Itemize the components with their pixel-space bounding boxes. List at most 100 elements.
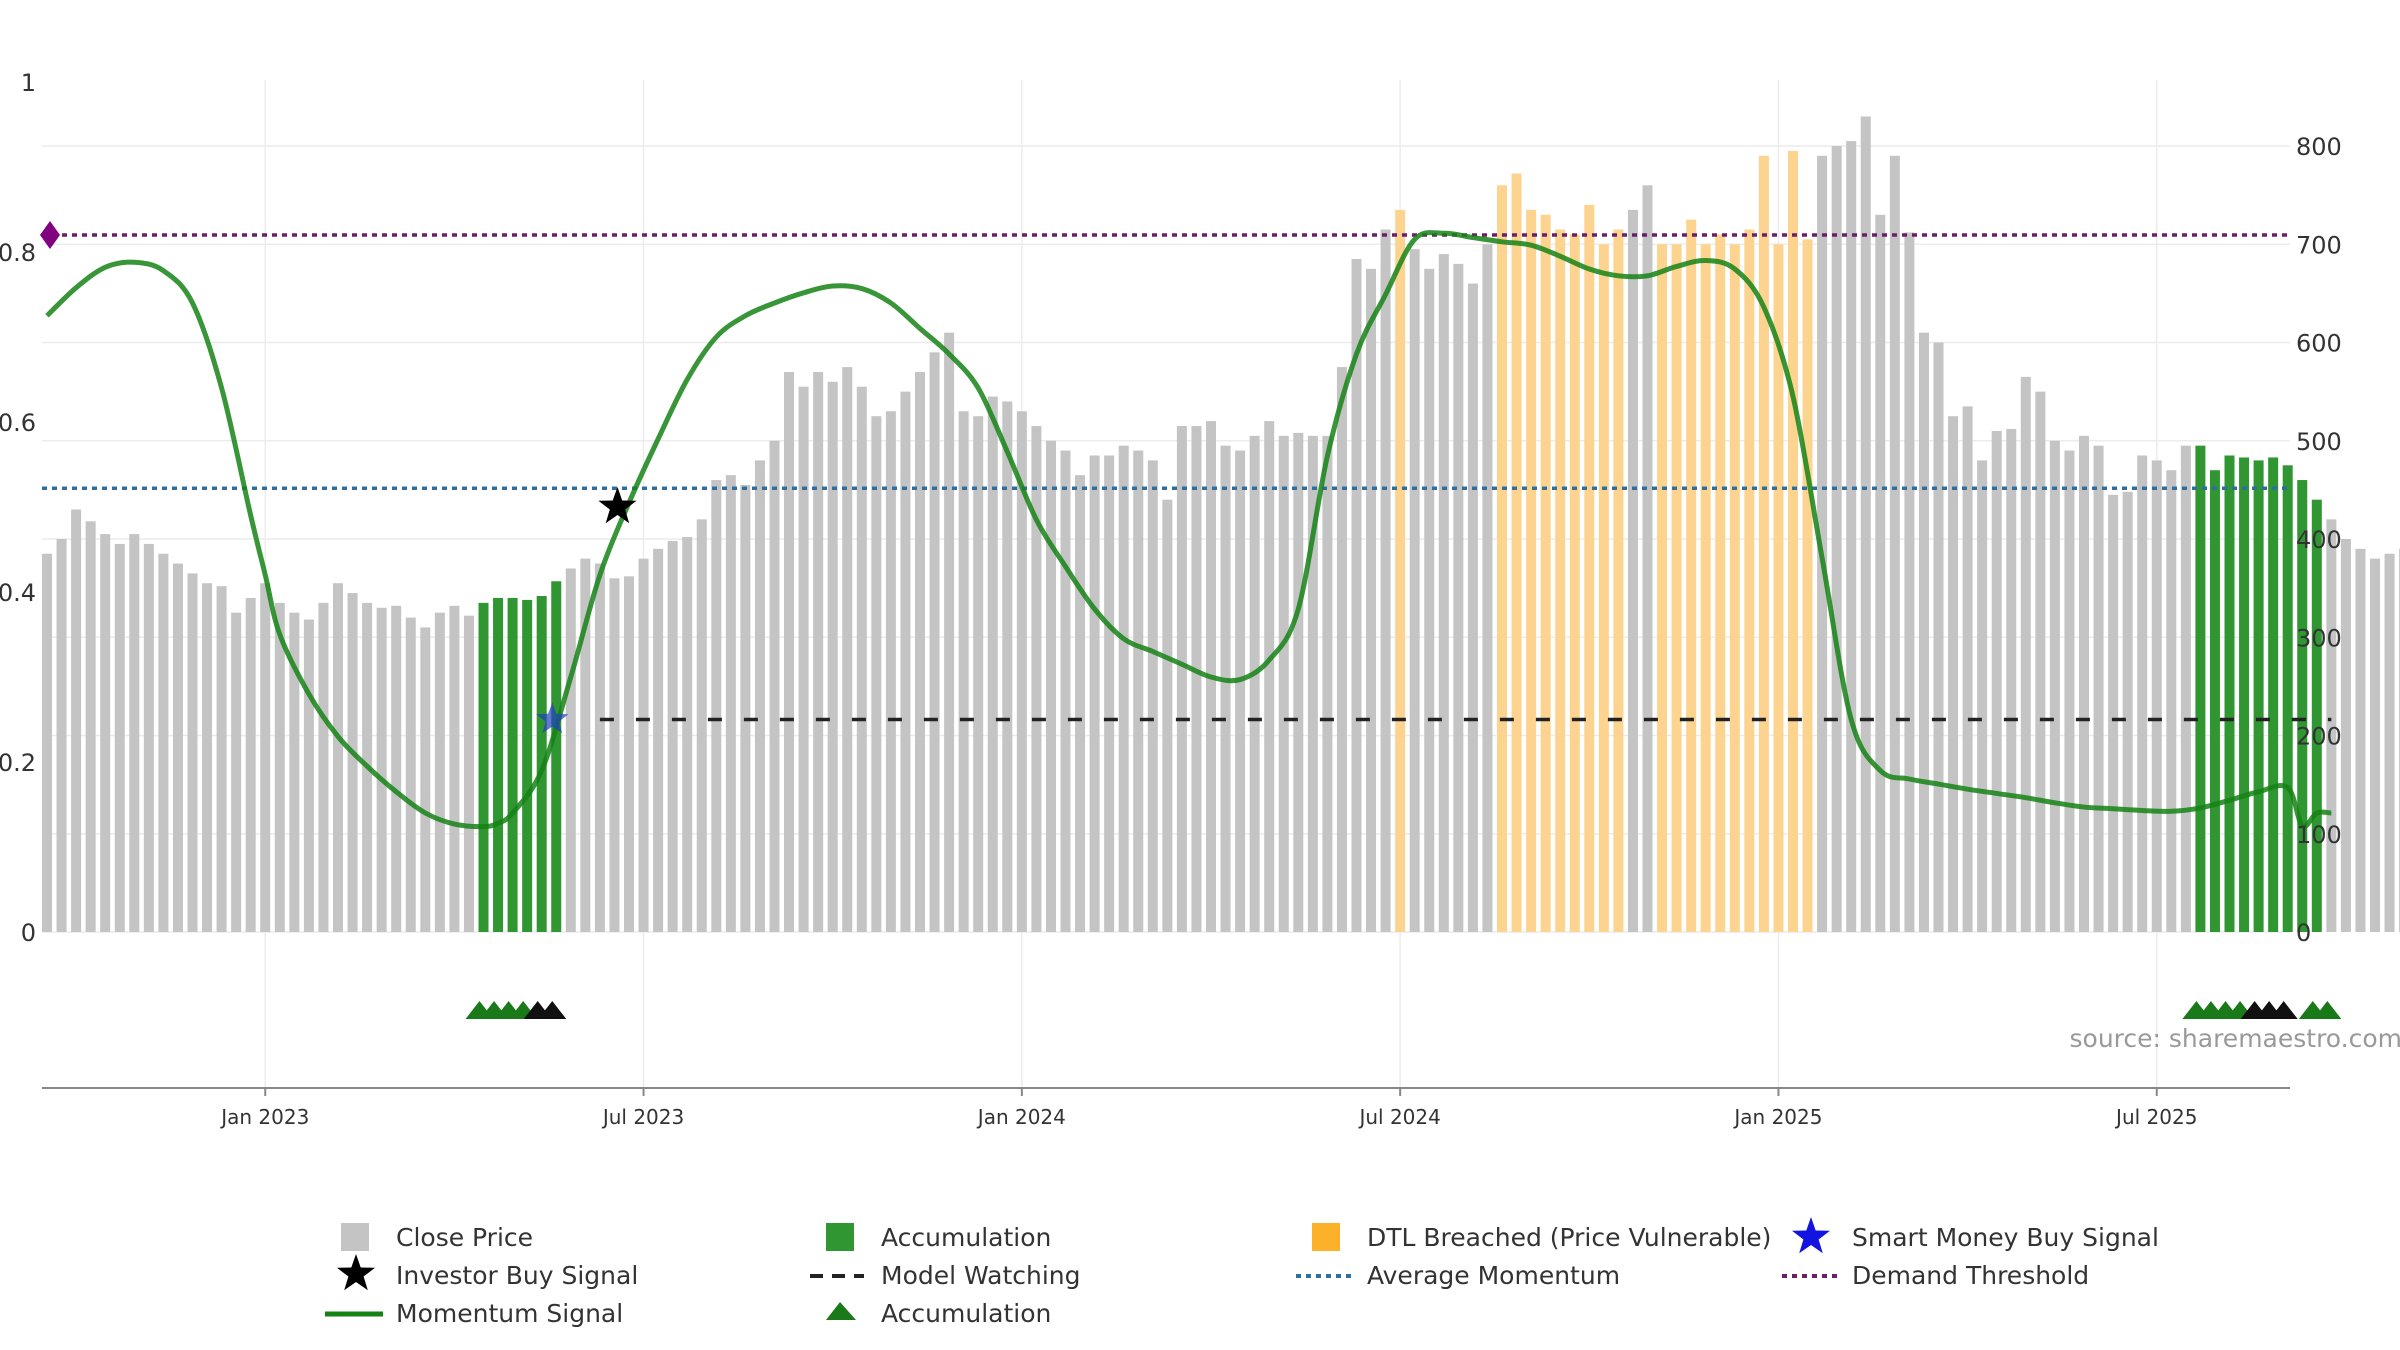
momentum-signal-line xyxy=(45,230,2332,830)
legend-smart-money: Smart Money Buy Signal xyxy=(1792,1217,2159,1254)
source-label: source: sharemaestro.com xyxy=(2070,1024,2400,1053)
legend-dtl: DTL Breached (Price Vulnerable) xyxy=(1312,1223,1771,1252)
bar-accumulation xyxy=(551,581,562,932)
bar-close xyxy=(318,602,329,932)
bar-accumulation xyxy=(2297,480,2308,932)
bar-close xyxy=(2093,445,2104,932)
bar-dtl xyxy=(1802,239,1813,932)
legend-momentum: Momentum Signal xyxy=(325,1299,623,1328)
bar-close xyxy=(2384,553,2395,932)
right-axis-tick-label: 300 xyxy=(2296,624,2342,652)
bar-close xyxy=(711,480,722,932)
bar-close xyxy=(1016,411,1027,932)
legend-dtl-label: DTL Breached (Price Vulnerable) xyxy=(1367,1223,1771,1252)
legend-accumulation-triangle-icon xyxy=(826,1302,856,1320)
bar-close xyxy=(114,543,125,932)
bar-close xyxy=(260,583,271,932)
legend: Close Price Accumulation DTL Breached (P… xyxy=(325,1217,2159,1328)
x-axis-tick-label: Jan 2023 xyxy=(219,1105,309,1129)
bar-dtl xyxy=(1671,244,1682,932)
bar-dtl xyxy=(1657,244,1668,932)
bar-accumulation xyxy=(478,602,489,932)
smart-money-star-icon xyxy=(536,702,569,734)
investor-buy-star-icon xyxy=(598,487,637,524)
bar-close xyxy=(915,371,925,933)
bar-close xyxy=(1104,455,1115,932)
right-axis-tick-label: 100 xyxy=(2296,821,2342,849)
legend-smart-money-star-icon xyxy=(1792,1217,1830,1254)
legend-investor-label: Investor Buy Signal xyxy=(396,1261,638,1290)
bar-close xyxy=(1482,244,1493,932)
legend-close-label: Close Price xyxy=(396,1223,533,1252)
right-axis-tick-label: 700 xyxy=(2296,231,2342,259)
bar-close xyxy=(1380,229,1391,932)
x-axis-tick-label: Jan 2024 xyxy=(976,1105,1066,1129)
bar-close xyxy=(391,605,402,932)
bar-close xyxy=(463,615,474,932)
accumulation-marker-black xyxy=(538,1001,567,1019)
bar-close xyxy=(216,586,227,932)
bar-dtl xyxy=(1584,204,1595,932)
bar-accumulation xyxy=(2282,465,2293,932)
reference-lines xyxy=(40,221,2332,722)
bar-close xyxy=(1176,426,1187,932)
bar-close xyxy=(1962,406,1973,932)
bar-close xyxy=(420,627,431,932)
left-axis-tick-label: 0.6 xyxy=(0,409,36,437)
bar-close xyxy=(1977,460,1988,932)
bar-close xyxy=(1424,268,1435,932)
legend-average-label: Average Momentum xyxy=(1367,1261,1620,1290)
legend-close-swatch xyxy=(341,1223,369,1251)
bar-close xyxy=(594,563,605,932)
bar-close xyxy=(405,617,416,932)
right-axis-tick-label: 600 xyxy=(2296,330,2342,358)
bar-close xyxy=(1904,232,1915,932)
bar-close xyxy=(2137,455,2148,932)
bar-close xyxy=(1293,432,1304,932)
legend-investor: Investor Buy Signal xyxy=(337,1254,638,1291)
legend-accumulation-marker: Accumulation xyxy=(826,1299,1051,1328)
bar-close xyxy=(1453,263,1464,932)
bar-close xyxy=(987,396,998,933)
left-axis-tick-label: 1 xyxy=(21,69,36,97)
bar-close xyxy=(1278,435,1289,932)
bar-close xyxy=(624,576,634,932)
bar-close xyxy=(1846,141,1857,932)
bar-close xyxy=(725,475,736,932)
bar-close xyxy=(434,612,445,932)
legend-demand-label: Demand Threshold xyxy=(1852,1261,2089,1290)
bar-close xyxy=(1467,283,1478,932)
bar-close xyxy=(231,612,242,932)
left-axis-tick-label: 0.4 xyxy=(0,579,36,607)
bar-close xyxy=(2035,391,2046,932)
price-bars xyxy=(42,116,2400,933)
right-axis-tick-label: 500 xyxy=(2296,428,2342,456)
bar-accumulation xyxy=(507,597,518,932)
bar-close xyxy=(798,386,809,932)
bar-close xyxy=(1147,460,1158,932)
bar-close xyxy=(638,558,649,932)
legend-watching-label: Model Watching xyxy=(881,1261,1081,1290)
bar-close xyxy=(1045,440,1056,932)
bar-dtl xyxy=(1598,244,1609,932)
bar-close xyxy=(2166,470,2177,932)
bar-close xyxy=(2108,494,2119,932)
bar-close xyxy=(609,578,620,932)
bar-close xyxy=(740,484,751,932)
bar-close xyxy=(1089,455,1100,932)
bar-close xyxy=(2326,519,2337,932)
bar-close xyxy=(667,540,678,932)
left-axis-tick-label: 0 xyxy=(21,919,36,947)
bar-close xyxy=(1002,401,1013,932)
bar-accumulation xyxy=(2209,470,2220,932)
bar-accumulation xyxy=(493,597,504,932)
bar-accumulation xyxy=(2224,455,2235,932)
bar-close xyxy=(2180,445,2191,932)
bar-close xyxy=(172,563,183,932)
bar-close xyxy=(1409,249,1420,933)
bar-close xyxy=(100,534,111,932)
bar-close xyxy=(2006,428,2017,932)
bar-close xyxy=(376,607,387,932)
bar-close xyxy=(580,558,591,932)
bar-close xyxy=(347,593,358,932)
